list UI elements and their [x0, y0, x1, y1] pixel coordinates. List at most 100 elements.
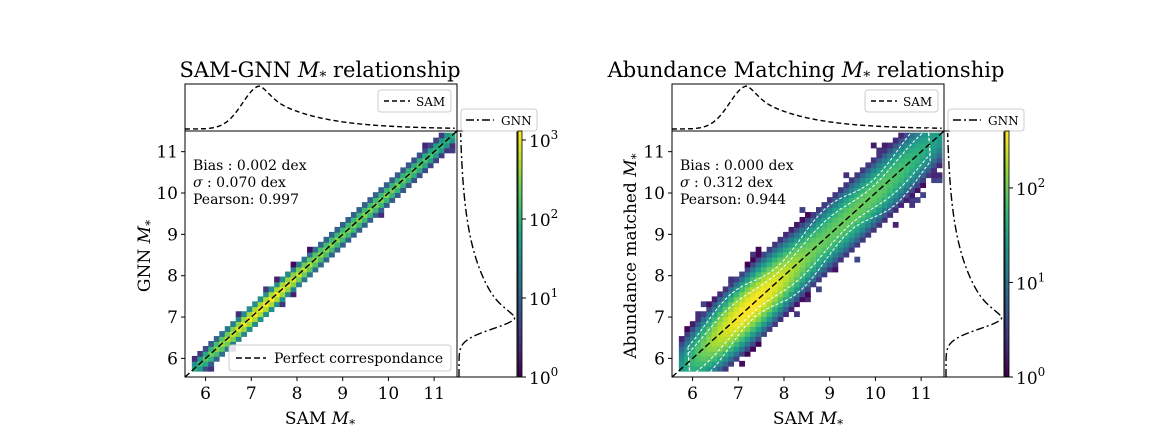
heatmap-cell [881, 152, 888, 159]
heatmap-cell [750, 276, 756, 283]
colorbar-segment [518, 340, 522, 345]
heatmap-cell [235, 311, 242, 318]
heatmap-cell [329, 236, 335, 243]
heatmap-cell [909, 157, 916, 164]
colorbar-segment [518, 204, 522, 210]
heatmap-cell [920, 137, 927, 144]
heatmap-cell [285, 271, 291, 278]
colorbar-tick-label: 101 [529, 286, 558, 310]
heatmap-cell [750, 256, 756, 263]
heatmap-cell [728, 355, 735, 362]
heatmap-cell [728, 291, 735, 298]
heatmap-cell [821, 212, 828, 218]
heatmap-cell [274, 276, 280, 283]
heatmap-cell [728, 331, 735, 337]
heatmap-cell [848, 212, 855, 218]
heatmap-cell [700, 345, 707, 352]
heatmap-cell [892, 177, 899, 184]
heatmap-cell [202, 365, 209, 372]
heatmap-cell [213, 345, 220, 352]
heatmap-cells [678, 132, 943, 372]
x-tick-label: 10 [865, 384, 887, 404]
legend-label: GNN [501, 114, 532, 128]
heatmap-cell [700, 336, 707, 342]
heatmap-cell [191, 355, 198, 362]
heatmap-cell [920, 177, 927, 184]
heatmap-cell [411, 162, 418, 169]
heatmap-cell [805, 212, 811, 218]
heatmap-cell [794, 296, 800, 303]
heatmap-cell [892, 162, 899, 169]
heatmap-cell [389, 182, 396, 189]
heatmap-cell [936, 177, 943, 184]
heatmap-cell [235, 316, 242, 323]
colorbar-segment [1005, 364, 1009, 370]
heatmap-cell [433, 137, 440, 144]
heatmap-cell [766, 296, 773, 303]
heatmap-cell [826, 197, 833, 203]
heatmap-cell [444, 147, 450, 154]
top-legend: SAM [377, 89, 452, 113]
colorbar-segment [1005, 155, 1009, 161]
heatmap-cell [208, 355, 215, 362]
heatmap-cell [307, 256, 313, 263]
heatmap-cell [777, 241, 784, 248]
heatmap-cell [788, 296, 795, 303]
top-legend: SAM [864, 89, 939, 113]
heatmap-cell [794, 276, 800, 283]
heatmap-cell [717, 311, 724, 318]
heatmap-cell [876, 162, 883, 169]
heatmap-cell [931, 177, 937, 184]
colorbar-segment [518, 295, 522, 300]
heatmap-cell [711, 350, 718, 357]
heatmap-cell [854, 216, 861, 223]
heatmap-cell [755, 306, 762, 313]
heatmap-cell [870, 202, 877, 208]
heatmap-cell [881, 157, 888, 164]
heatmap-cell [876, 157, 883, 164]
heatmap-cell [810, 236, 817, 243]
heatmap-cell [433, 152, 440, 159]
heatmap-cell [859, 231, 866, 238]
heatmap-cell [794, 266, 800, 273]
heatmap-cell [799, 207, 806, 213]
y-tick-label: 9 [654, 225, 665, 245]
heatmap-cell [826, 236, 833, 243]
heatmap-cell [892, 157, 899, 164]
heatmap-cell [777, 236, 784, 243]
colorbar-segment [518, 352, 522, 357]
heatmap-cell [892, 187, 899, 194]
colorbar-segment [1005, 315, 1009, 321]
colorbar-segment [518, 331, 522, 337]
heatmap-cell [903, 132, 910, 139]
heatmap-cell [892, 197, 899, 203]
heatmap-cell [816, 271, 822, 278]
heatmap-cell [909, 202, 916, 208]
heatmap-cell [854, 236, 861, 243]
heatmap-cell [881, 167, 888, 174]
heatmap-cell [766, 301, 773, 308]
x-tick-label: 8 [292, 384, 303, 404]
heatmap-cell [826, 221, 833, 228]
heatmap-cell [230, 341, 237, 347]
heatmap-cell [411, 157, 418, 164]
colorbar-segment [518, 167, 522, 173]
heatmap-cell [931, 147, 937, 154]
heatmap-cell [887, 172, 894, 179]
colorbar-segment [1005, 213, 1009, 218]
heatmap-cell [274, 281, 280, 288]
heatmap-cell [733, 301, 740, 308]
heatmap-cell [881, 162, 888, 169]
heatmap-cell [356, 226, 363, 233]
heatmap-cell [810, 231, 817, 238]
heatmap-cell [279, 301, 286, 308]
heatmap-cell [307, 266, 313, 273]
heatmap-cell [799, 276, 806, 283]
heatmap-cell [706, 350, 713, 357]
heatmap-cell [755, 331, 762, 337]
heatmap-cell [422, 147, 429, 154]
heatmap-cell [936, 172, 943, 179]
heatmap-cell [794, 241, 800, 248]
heatmap-cell [717, 306, 724, 313]
